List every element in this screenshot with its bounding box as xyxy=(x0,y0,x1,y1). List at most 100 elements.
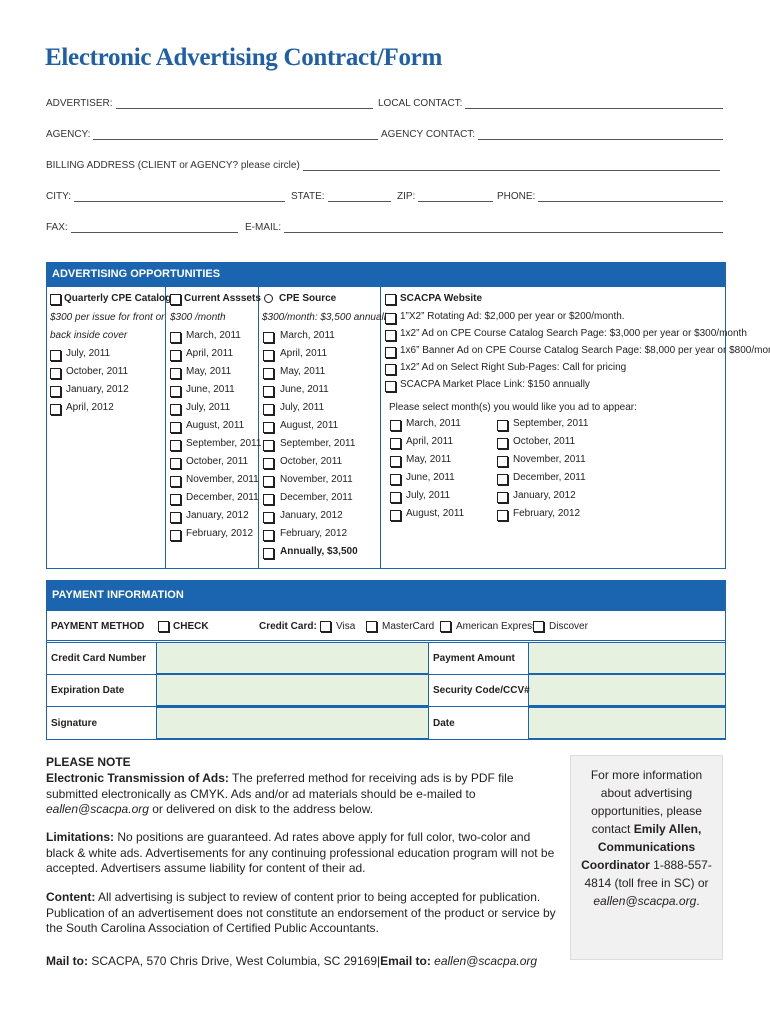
checkbox xyxy=(385,313,396,324)
checkbox xyxy=(263,332,274,343)
text-segment: The preferred method for receiving ads i… xyxy=(46,771,514,801)
field-line xyxy=(70,222,238,233)
option-label: April, 2011 xyxy=(186,348,234,359)
option-label: March, 2011 xyxy=(186,330,241,341)
checkbox xyxy=(170,386,181,397)
option-label: September, 2011 xyxy=(186,438,262,449)
field-line xyxy=(115,98,373,109)
checkbox xyxy=(263,386,274,397)
field-label: ZIP: xyxy=(397,191,416,202)
field-label: BILLING ADDRESS (CLIENT or AGENCY? pleas… xyxy=(46,160,300,171)
checkbox xyxy=(263,494,274,505)
checkbox xyxy=(170,512,181,523)
checkbox xyxy=(263,512,274,523)
checkbox xyxy=(390,474,401,485)
checkbox xyxy=(263,404,274,415)
option-label: December, 2011 xyxy=(280,492,353,503)
payment-row-label: Payment Amount xyxy=(433,653,515,664)
option-label: Annually, $3,500 xyxy=(280,546,358,557)
checkbox xyxy=(170,494,181,505)
text-segment: or delivered on disk to the address belo… xyxy=(148,802,374,816)
opportunities-box xyxy=(46,262,726,569)
field-line xyxy=(74,191,285,202)
column-title: CPE Source xyxy=(279,293,337,304)
checkbox xyxy=(50,294,61,305)
checkbox xyxy=(497,474,508,485)
option-label: April, 2011 xyxy=(280,348,328,359)
month-label: March, 2011 xyxy=(406,418,461,429)
field: E-MAIL: xyxy=(245,222,723,233)
checkbox xyxy=(263,440,274,451)
checkbox xyxy=(170,350,181,361)
option-label: June, 2011 xyxy=(280,384,329,395)
checkbox xyxy=(170,440,181,451)
text-segment: Content: xyxy=(46,890,96,904)
month-label: November, 2011 xyxy=(513,454,586,465)
mail-line: Mail to: SCACPA, 570 Chris Drive, West C… xyxy=(46,954,566,970)
text-segment: Electronic Transmission of Ads: xyxy=(46,771,229,785)
option-label: November, 2011 xyxy=(186,474,259,485)
field-line xyxy=(465,98,723,109)
credit-label: Credit Card: xyxy=(259,621,317,632)
input-cell xyxy=(156,674,429,706)
text-segment: | xyxy=(377,954,381,968)
sidebar-box xyxy=(570,755,723,960)
month-label: May, 2011 xyxy=(406,454,452,465)
text-segment: Email to: xyxy=(380,954,431,968)
option-label: September, 2011 xyxy=(280,438,356,449)
card-label: MasterCard xyxy=(382,621,435,632)
option-label: December, 2011 xyxy=(186,492,259,503)
checkbox xyxy=(158,621,169,632)
field-line xyxy=(418,191,493,202)
checkbox xyxy=(497,510,508,521)
option-label: May, 2011 xyxy=(280,366,326,377)
option-label: January, 2012 xyxy=(280,510,343,521)
option-label: August, 2011 xyxy=(280,420,339,431)
checkbox xyxy=(170,368,181,379)
checkbox xyxy=(497,420,508,431)
month-label: February, 2012 xyxy=(513,508,581,519)
field: CITY: xyxy=(46,191,285,202)
text-segment: No positions are guaranteed. Ad rates ab… xyxy=(46,830,555,875)
checkbox xyxy=(390,438,401,449)
checkbox xyxy=(170,458,181,469)
field: AGENCY: xyxy=(46,129,378,140)
note-heading: PLEASE NOTE xyxy=(46,755,131,769)
text-segment: eallen@scacpa.org xyxy=(430,954,538,968)
checkbox xyxy=(170,476,181,487)
field: PHONE: xyxy=(497,191,723,202)
checkbox xyxy=(385,294,396,305)
column-note: $300/month: $3,500 annually xyxy=(262,312,391,323)
payment-heading: PAYMENT INFORMATION xyxy=(46,580,726,611)
field: LOCAL CONTACT: xyxy=(378,98,723,109)
option-label: February, 2012 xyxy=(280,528,348,539)
checkbox xyxy=(263,548,274,559)
text-segment: eallen@scacpa.org xyxy=(593,894,697,908)
option-label: October, 2011 xyxy=(280,456,343,467)
checkbox xyxy=(263,422,274,433)
field-label: AGENCY: xyxy=(46,129,91,140)
card-label: American Express xyxy=(456,621,538,632)
text-segment: Emily Allen, Communications Coordinator xyxy=(581,822,702,872)
field: FAX: xyxy=(46,222,238,233)
field: ADVERTISER: xyxy=(46,98,373,109)
checkbox xyxy=(385,347,396,358)
note-paragraph: Electronic Transmission of Ads: The pref… xyxy=(46,771,561,818)
note-paragraph: Content: All advertising is subject to r… xyxy=(46,890,561,937)
checkbox xyxy=(497,492,508,503)
option-label: October, 2011 xyxy=(186,456,249,467)
option-label: July, 2011 xyxy=(66,348,111,359)
month-label: August, 2011 xyxy=(406,508,465,519)
option-label: SCACPA Market Place Link: $150 annually xyxy=(400,379,590,390)
field-line xyxy=(93,129,378,140)
row-divider xyxy=(46,642,726,643)
checkbox xyxy=(50,350,61,361)
text-segment: Mail to: xyxy=(46,954,88,968)
column-note: back inside cover xyxy=(50,330,128,341)
checkbox xyxy=(50,386,61,397)
month-label: October, 2011 xyxy=(513,436,576,447)
input-cell xyxy=(528,707,726,739)
checkbox xyxy=(440,621,451,632)
checkbox xyxy=(390,492,401,503)
